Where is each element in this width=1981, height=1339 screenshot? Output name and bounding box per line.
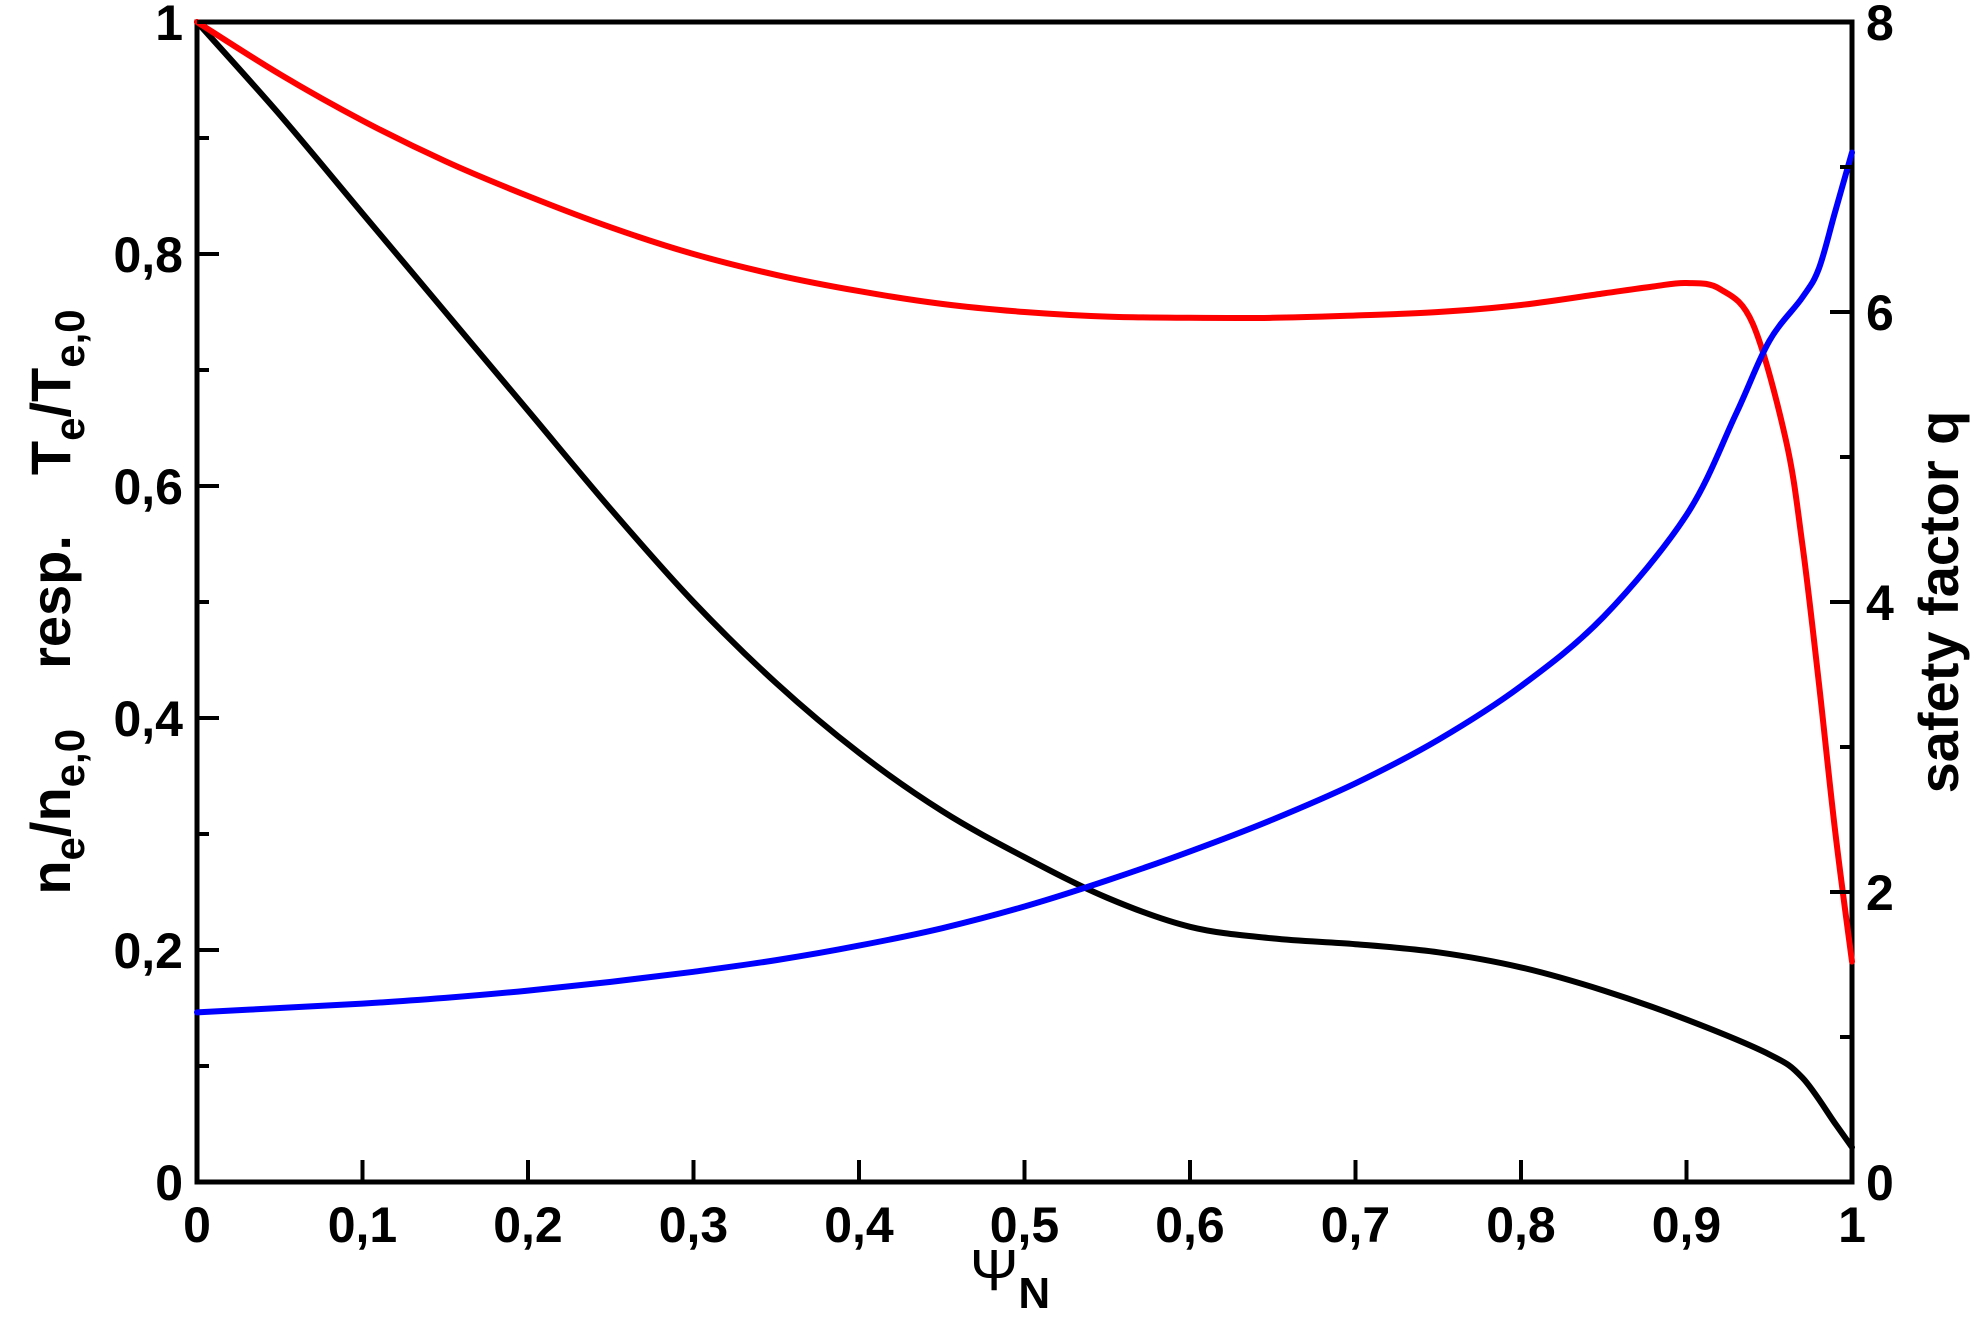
x-tick-label: 0,4 — [824, 1197, 894, 1253]
x-tick-label: 1 — [1838, 1197, 1866, 1253]
x-tick-label: 0,8 — [1486, 1197, 1556, 1253]
y-right-tick-label: 8 — [1866, 0, 1894, 51]
series-group — [194, 19, 1855, 1151]
y-left-title-resp: resp. — [19, 535, 82, 669]
y-left-title-t-sub2: e,0 — [46, 309, 93, 367]
x-axis-title: ΨN — [970, 1238, 1050, 1318]
y-right-axis-title: safety factor q — [1907, 411, 1970, 794]
x-tick-label: 0,2 — [493, 1197, 563, 1253]
y-left-title-n-mid: /n — [19, 787, 82, 837]
x-tick-label: 0,7 — [1321, 1197, 1391, 1253]
plot-area — [194, 19, 1855, 1185]
y-left-axis-title: ne/ne,0resp.Te/Te,0 — [19, 309, 93, 894]
y-left-tick-label: 0,6 — [113, 459, 183, 515]
y-right-tick-label: 4 — [1866, 575, 1894, 631]
x-axis-title-sub: N — [1018, 1269, 1050, 1318]
series-line-2 — [194, 149, 1855, 1016]
plot-frame — [194, 19, 1855, 1185]
x-tick-label: 0,9 — [1652, 1197, 1722, 1253]
y-left-title-n: n — [19, 860, 82, 894]
y-left-title-n-sub2: e,0 — [46, 729, 93, 787]
ticks-group: 0 0,1 0,2 0,3 0,4 0,5 0,6 0,7 0,8 0,9 100,20,40,60… — [113, 0, 1894, 1253]
x-tick-label: 0 — [183, 1197, 211, 1253]
x-tick-label: 0,5 — [990, 1197, 1060, 1253]
y-left-tick-label: 0,8 — [113, 227, 183, 283]
x-axis-title-main: Ψ — [970, 1238, 1018, 1303]
series-line-0 — [194, 19, 1855, 1151]
y-right-tick-label: 6 — [1866, 285, 1894, 341]
y-left-title-t-mid: /T — [19, 368, 82, 418]
y-left-tick-label: 1 — [155, 0, 183, 51]
x-tick-label: 0,3 — [659, 1197, 729, 1253]
y-left-title-n-sub: e — [46, 837, 93, 860]
y-left-title-t: T — [19, 441, 82, 475]
y-left-tick-label: 0,2 — [113, 923, 183, 979]
y-left-title-t-sub: e — [46, 417, 93, 440]
y-left-tick-label: 0 — [155, 1155, 183, 1211]
y-left-tick-label: 0,4 — [113, 691, 183, 747]
y-right-tick-label: 2 — [1866, 865, 1894, 921]
series-line-1 — [194, 19, 1855, 965]
y-right-tick-label: 0 — [1866, 1155, 1894, 1211]
x-tick-label: 0,1 — [328, 1197, 398, 1253]
x-tick-label: 0,6 — [1155, 1197, 1225, 1253]
